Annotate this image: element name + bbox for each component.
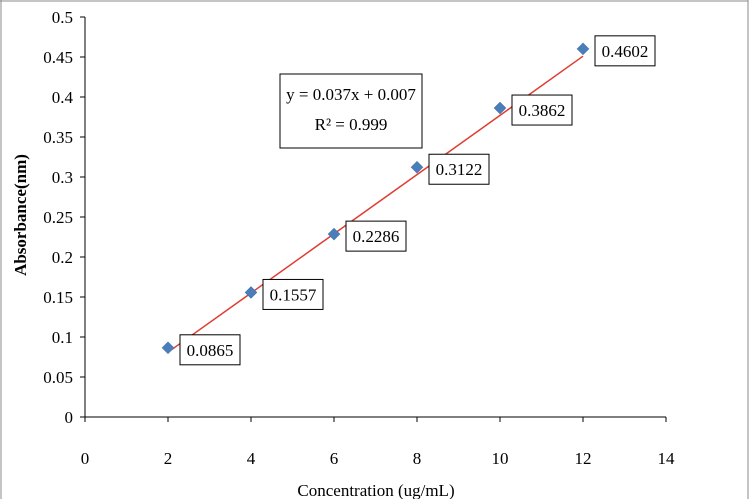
data-point (327, 227, 341, 241)
data-label-box (262, 278, 324, 310)
data-points (161, 42, 590, 355)
data-label: 0.3122 (436, 160, 483, 179)
x-tick-label: 12 (575, 449, 592, 468)
x-tick-label: 2 (164, 449, 173, 468)
data-label: 0.2286 (353, 227, 400, 246)
x-tick-label: 8 (413, 449, 422, 468)
y-tick-label: 0.4 (52, 88, 74, 107)
y-tick-labels: 0 0.05 0.1 0.15 0.2 0.25 0.3 0.35 0.4 0.45 0.5 (43, 8, 73, 427)
x-axis-title: Concentration (ug/mL) (297, 481, 454, 499)
data-labels: 0.0865 0.1557 0.2286 0.3122 0.3862 0.4602 (179, 35, 656, 366)
y-tick-label: 0.15 (43, 288, 73, 307)
y-tick-label: 0.1 (52, 328, 73, 347)
y-tick-label: 0.5 (52, 8, 73, 27)
y-axis-title: Absorbance(nm) (11, 154, 30, 276)
y-tick-label: 0.05 (43, 368, 73, 387)
data-label-box (428, 153, 490, 185)
data-point (410, 160, 424, 174)
data-label-box (594, 35, 656, 67)
data-point (493, 101, 507, 115)
axes (80, 16, 667, 422)
y-tick-label: 0.45 (43, 48, 73, 67)
trendline-r2: R² = 0.999 (315, 115, 388, 134)
equation-box-frame (279, 73, 423, 149)
x-tick-labels: 0 2 4 6 8 10 12 14 (81, 449, 675, 468)
x-tick-label: 4 (247, 449, 256, 468)
data-label: 0.4602 (602, 42, 649, 61)
data-label: 0.0865 (187, 341, 234, 360)
data-point (161, 341, 175, 355)
x-tick-label: 14 (658, 449, 676, 468)
x-tick-label: 10 (492, 449, 509, 468)
data-point (244, 286, 258, 299)
data-label-box (179, 334, 241, 366)
y-tick-label: 0.35 (43, 128, 73, 147)
data-point (576, 42, 590, 56)
equation-box: y = 0.037x + 0.007 R² = 0.999 (279, 73, 423, 149)
trendline-equation: y = 0.037x + 0.007 (286, 85, 416, 104)
data-label: 0.1557 (270, 285, 317, 304)
y-tick-label: 0.25 (43, 208, 73, 227)
x-tick-label: 0 (81, 449, 90, 468)
y-tick-label: 0.2 (52, 248, 73, 267)
data-label-box (511, 94, 573, 126)
x-tick-label: 6 (330, 449, 339, 468)
y-tick-label: 0.3 (52, 168, 73, 187)
data-label: 0.3862 (519, 101, 566, 120)
y-tick-label: 0 (65, 408, 74, 427)
data-label-box (345, 220, 407, 252)
